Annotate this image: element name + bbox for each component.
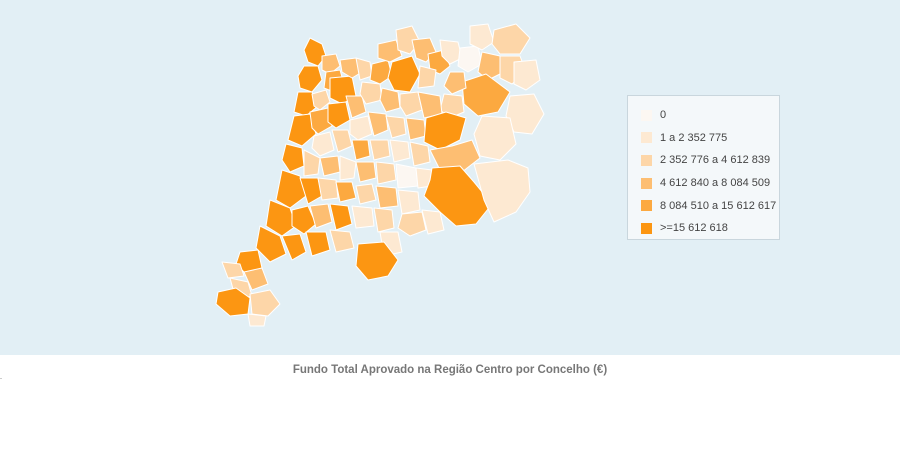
municipality-region[interactable] — [305, 231, 331, 257]
choropleth-map — [215, 23, 545, 327]
municipality-region[interactable] — [469, 23, 495, 51]
municipality-region[interactable] — [355, 241, 399, 281]
municipality-region[interactable] — [281, 143, 305, 173]
map-caption: Fundo Total Aprovado na Região Centro po… — [292, 364, 608, 376]
municipality-region[interactable] — [327, 101, 351, 129]
legend-label: 1 a 2 352 775 — [660, 131, 728, 144]
municipality-region[interactable] — [249, 289, 281, 317]
legend-swatch — [641, 222, 652, 234]
municipality-region[interactable] — [373, 207, 395, 233]
municipality-region[interactable] — [369, 139, 391, 161]
legend-item[interactable]: 4 612 840 a 8 084 509 — [641, 172, 779, 195]
municipality-region[interactable] — [317, 177, 339, 201]
municipality-region[interactable] — [335, 181, 357, 203]
legend-label: 8 084 510 a 15 612 617 — [660, 199, 777, 212]
legend-label: 4 612 840 a 8 084 509 — [660, 177, 771, 190]
municipality-region[interactable] — [367, 111, 389, 137]
municipality-region[interactable] — [421, 209, 445, 235]
municipality-region[interactable] — [397, 189, 421, 215]
municipality-region[interactable] — [311, 131, 335, 157]
municipality-region[interactable] — [281, 233, 307, 261]
divider — [0, 378, 2, 379]
legend-label: 2 352 776 a 4 612 839 — [660, 154, 771, 167]
municipality-region[interactable] — [405, 117, 427, 141]
municipality-region[interactable] — [375, 161, 397, 185]
municipality-region[interactable] — [221, 261, 245, 279]
municipality-region[interactable] — [247, 313, 267, 327]
municipality-region[interactable] — [477, 51, 505, 81]
legend-label: >=15 612 618 — [660, 222, 728, 235]
municipality-region[interactable] — [397, 211, 427, 237]
legend-item[interactable]: >=15 612 618 — [641, 217, 779, 240]
municipality-region[interactable] — [275, 169, 307, 209]
legend-item[interactable]: 2 352 776 a 4 612 839 — [641, 149, 779, 172]
municipality-region[interactable] — [345, 95, 367, 119]
municipality-region[interactable] — [423, 165, 493, 227]
municipality-region[interactable] — [265, 199, 297, 237]
municipality-regions — [215, 23, 545, 327]
legend-swatch — [641, 109, 652, 121]
municipality-region[interactable] — [377, 39, 403, 63]
municipality-region[interactable] — [473, 115, 517, 161]
municipality-region[interactable] — [303, 149, 321, 177]
legend-item[interactable]: 0 — [641, 104, 779, 127]
municipality-region[interactable] — [351, 139, 371, 161]
municipality-region[interactable] — [473, 159, 531, 223]
municipality-region[interactable] — [395, 163, 419, 189]
map-legend: 0 1 a 2 352 775 2 352 776 a 4 612 839 4 … — [627, 95, 780, 240]
municipality-region[interactable] — [409, 141, 431, 167]
municipality-region[interactable] — [387, 55, 421, 93]
municipality-region[interactable] — [349, 115, 373, 141]
municipality-region[interactable] — [355, 183, 377, 205]
municipality-region[interactable] — [309, 203, 333, 229]
municipality-region[interactable] — [399, 91, 423, 117]
municipality-region[interactable] — [351, 205, 375, 229]
municipality-region[interactable] — [417, 65, 437, 89]
municipality-region[interactable] — [439, 39, 463, 65]
municipality-region[interactable] — [443, 71, 467, 95]
municipality-region[interactable] — [321, 53, 341, 75]
municipality-region[interactable] — [513, 59, 541, 91]
legend-swatch — [641, 132, 652, 144]
municipality-region[interactable] — [311, 89, 331, 111]
municipality-region[interactable] — [293, 91, 319, 117]
municipality-region[interactable] — [255, 225, 287, 263]
municipality-region[interactable] — [319, 155, 341, 177]
legend-item[interactable]: 1 a 2 352 775 — [641, 127, 779, 150]
municipality-region[interactable] — [243, 267, 269, 291]
municipality-region[interactable] — [379, 87, 401, 113]
municipality-region[interactable] — [385, 115, 407, 139]
municipality-region[interactable] — [297, 65, 323, 93]
legend-swatch — [641, 177, 652, 189]
map-panel: 0 1 a 2 352 775 2 352 776 a 4 612 839 4 … — [0, 0, 900, 355]
municipality-region[interactable] — [291, 205, 317, 235]
municipality-region[interactable] — [329, 203, 353, 231]
municipality-region[interactable] — [287, 113, 317, 147]
municipality-region[interactable] — [355, 57, 373, 81]
municipality-region[interactable] — [309, 107, 333, 135]
municipality-region[interactable] — [375, 185, 399, 209]
municipality-region[interactable] — [423, 111, 467, 151]
legend-swatch — [641, 154, 652, 166]
legend-label: 0 — [660, 109, 667, 122]
municipality-region[interactable] — [329, 229, 355, 253]
municipality-region[interactable] — [359, 81, 383, 105]
legend-swatch — [641, 200, 652, 212]
legend-item[interactable]: 8 084 510 a 15 612 617 — [641, 194, 779, 217]
municipality-region[interactable] — [461, 73, 511, 117]
municipality-region[interactable] — [491, 23, 531, 55]
municipality-region[interactable] — [389, 139, 411, 163]
municipality-region[interactable] — [505, 93, 545, 135]
municipality-region[interactable] — [331, 129, 353, 153]
municipality-region[interactable] — [355, 161, 377, 183]
municipality-region[interactable] — [339, 155, 357, 181]
